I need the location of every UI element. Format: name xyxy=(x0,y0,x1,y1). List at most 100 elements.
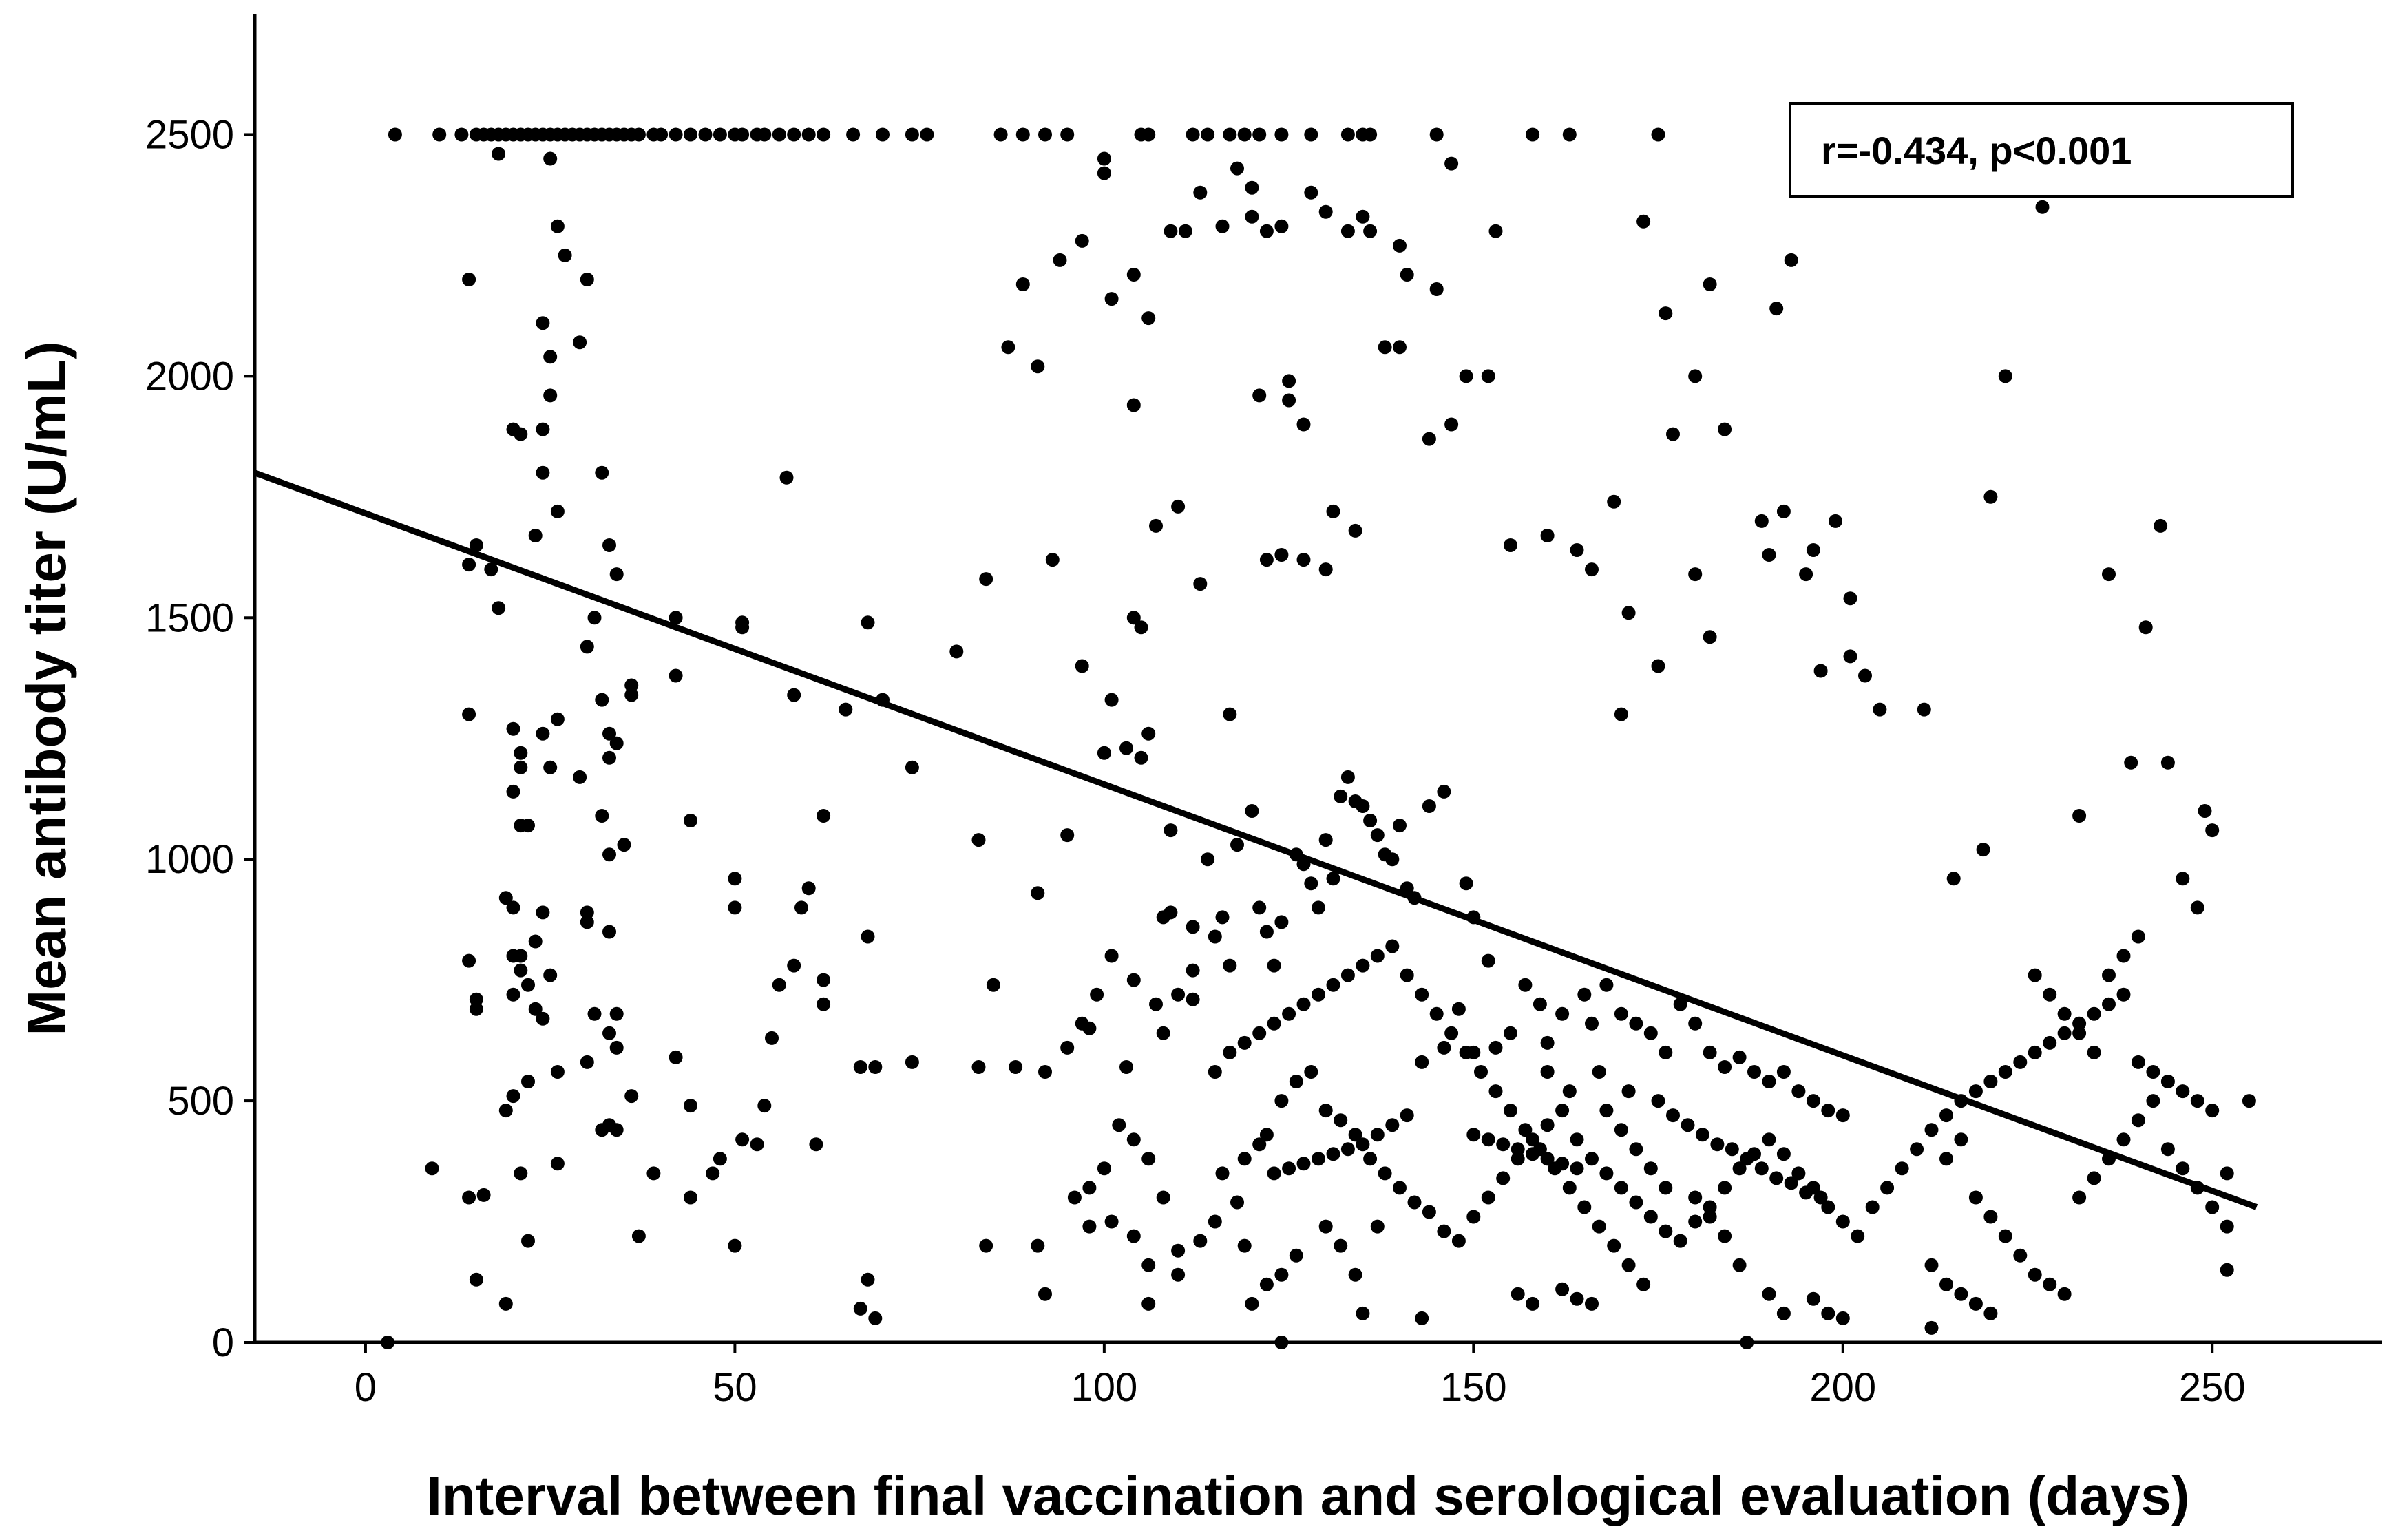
data-point xyxy=(646,1166,661,1181)
y-tick-label: 2500 xyxy=(145,112,234,157)
data-point xyxy=(1296,553,1311,567)
data-point xyxy=(1688,1016,1703,1031)
data-point xyxy=(484,562,498,577)
data-point xyxy=(1835,1311,1850,1325)
data-point xyxy=(1718,1060,1732,1074)
data-point xyxy=(1082,1181,1097,1195)
data-point xyxy=(1917,702,1931,717)
data-point xyxy=(1031,886,1045,900)
data-point xyxy=(506,1089,520,1104)
data-point xyxy=(779,470,794,485)
data-point xyxy=(1370,1128,1385,1142)
data-point xyxy=(713,1152,727,1166)
data-point xyxy=(1141,311,1156,326)
data-point xyxy=(728,900,742,915)
data-point xyxy=(979,1238,993,1253)
data-point xyxy=(1511,1142,1525,1157)
data-point xyxy=(550,504,565,518)
data-point xyxy=(2057,1006,2072,1021)
data-point xyxy=(587,611,602,625)
data-point xyxy=(609,1040,624,1055)
data-point xyxy=(1186,963,1200,978)
data-point xyxy=(543,968,558,982)
data-point xyxy=(1171,1243,1186,1258)
data-point xyxy=(536,422,550,436)
data-point xyxy=(528,529,543,542)
data-point xyxy=(2146,1094,2160,1108)
data-point xyxy=(1762,548,1776,562)
data-point xyxy=(1939,1152,1953,1166)
data-point xyxy=(1829,514,1842,528)
data-point xyxy=(1326,504,1340,518)
data-point xyxy=(1843,591,1857,606)
data-point xyxy=(1466,1128,1481,1142)
data-point xyxy=(1282,374,1296,388)
data-point xyxy=(1659,1045,1673,1059)
annotation-frame xyxy=(1789,102,2294,198)
data-point xyxy=(1865,1200,1880,1214)
data-point xyxy=(1296,1157,1311,1171)
data-point xyxy=(1607,1238,1621,1253)
data-point xyxy=(1688,567,1703,582)
data-point xyxy=(853,1301,867,1316)
y-tick-label: 500 xyxy=(167,1079,234,1124)
data-point xyxy=(1873,702,1887,717)
data-point xyxy=(1732,1161,1747,1176)
data-point xyxy=(1104,693,1119,707)
data-point xyxy=(454,127,469,142)
data-point xyxy=(1193,185,1208,200)
data-point xyxy=(2176,1084,2190,1099)
data-point xyxy=(1312,987,1325,1002)
data-point xyxy=(1141,726,1156,741)
data-point xyxy=(920,127,934,142)
data-point xyxy=(1237,1152,1252,1166)
data-point xyxy=(2087,1006,2101,1021)
data-point xyxy=(1201,127,1215,142)
y-tick-label: 1000 xyxy=(145,837,234,882)
data-point xyxy=(1806,1094,1820,1108)
data-point xyxy=(1474,1065,1488,1079)
data-point xyxy=(1540,1035,1555,1050)
data-point xyxy=(1060,127,1075,142)
data-point xyxy=(1895,1161,1909,1176)
data-point xyxy=(817,973,831,987)
data-point xyxy=(602,538,616,552)
data-point xyxy=(1621,606,1636,620)
data-point xyxy=(528,934,543,949)
data-point xyxy=(1282,393,1296,408)
data-point xyxy=(1312,900,1325,915)
data-point xyxy=(1651,659,1665,673)
data-point xyxy=(1784,1176,1798,1190)
data-point xyxy=(543,151,558,166)
data-point xyxy=(1968,1084,1983,1099)
data-point xyxy=(1585,1152,1599,1166)
data-point xyxy=(580,905,594,920)
data-point xyxy=(1518,1123,1533,1137)
data-point xyxy=(1776,1306,1791,1320)
data-point xyxy=(1407,1195,1422,1210)
data-point xyxy=(1614,707,1628,721)
x-axis-title: Interval between final vaccination and s… xyxy=(427,1465,2190,1526)
data-point xyxy=(1060,1040,1075,1055)
data-point xyxy=(2160,1142,2175,1157)
data-point xyxy=(2176,872,2190,886)
data-point xyxy=(550,712,565,726)
data-point xyxy=(1555,1157,1570,1171)
data-point xyxy=(1053,253,1067,267)
data-point xyxy=(1274,548,1289,562)
data-point xyxy=(1318,562,1333,577)
data-point xyxy=(801,127,816,142)
data-point xyxy=(631,127,646,142)
data-point xyxy=(669,668,683,683)
regression-line xyxy=(253,470,2258,1210)
data-points xyxy=(381,127,2256,1349)
data-point xyxy=(1577,987,1592,1002)
data-point xyxy=(462,707,476,721)
data-point xyxy=(1666,1108,1680,1123)
data-point xyxy=(684,1099,697,1113)
data-point xyxy=(492,147,506,161)
data-point xyxy=(1082,1021,1097,1035)
data-point xyxy=(669,1050,683,1064)
data-point xyxy=(1880,1181,1895,1195)
